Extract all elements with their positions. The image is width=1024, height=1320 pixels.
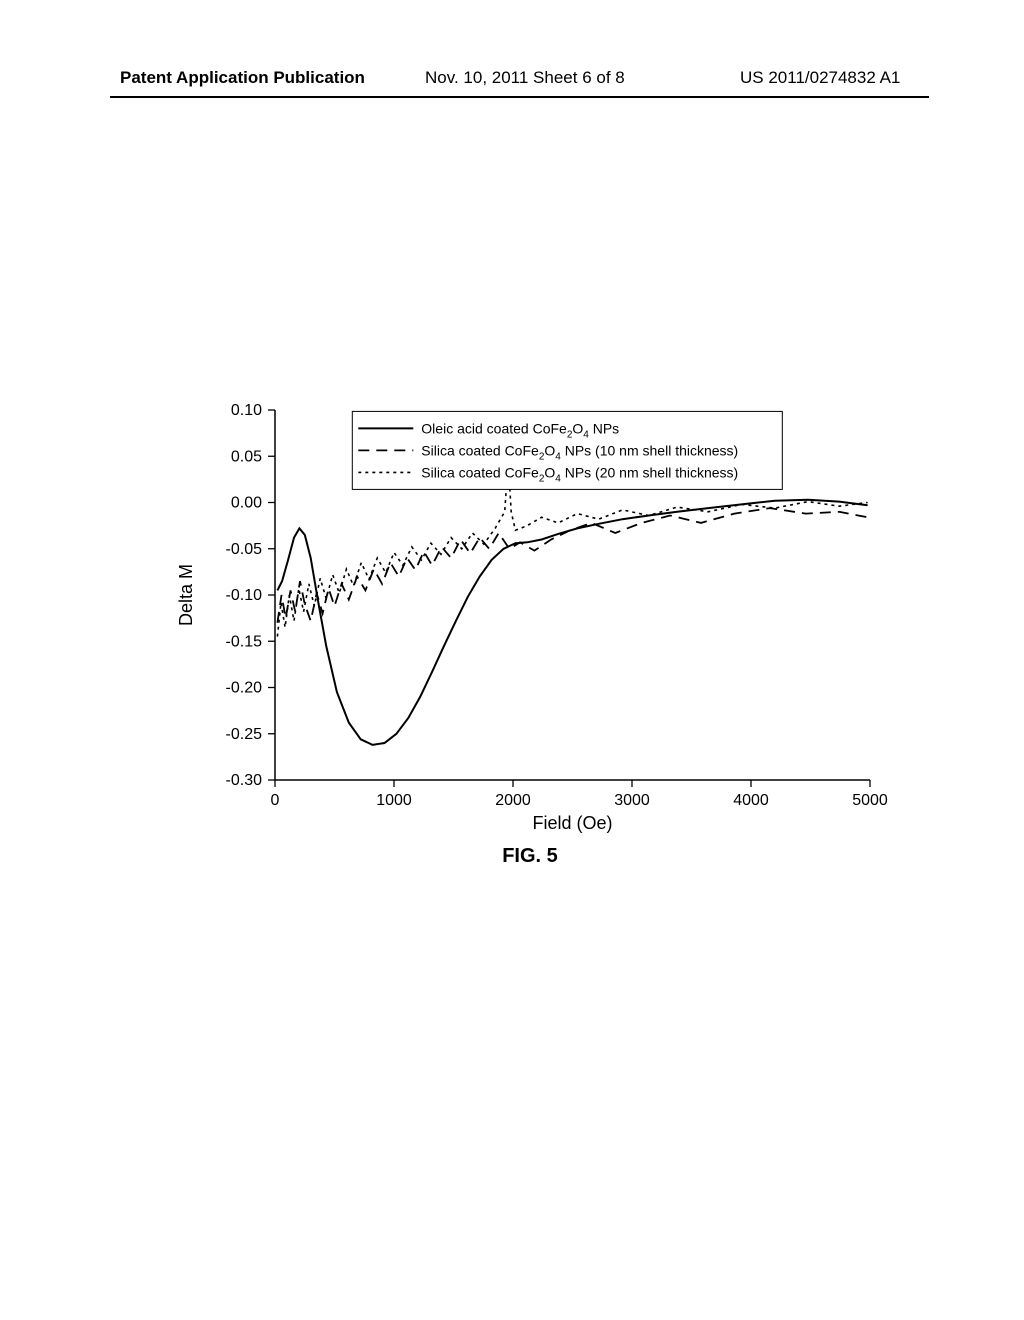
chart-svg: -0.30 -0.25 -0.20 -0.15 -0.10 -0.05 0.00 0.05 0.… xyxy=(170,395,890,835)
svg-text:Field (Oe): Field (Oe) xyxy=(532,813,612,833)
svg-text:-0.15: -0.15 xyxy=(226,633,263,650)
svg-text:-0.05: -0.05 xyxy=(226,541,263,558)
svg-text:-0.25: -0.25 xyxy=(226,726,263,743)
svg-text:0.10: 0.10 xyxy=(231,402,262,419)
svg-text:Delta M: Delta M xyxy=(176,564,196,626)
page-header: Patent Application Publication Nov. 10, … xyxy=(0,68,1024,94)
svg-text:2000: 2000 xyxy=(495,792,531,809)
svg-text:4000: 4000 xyxy=(733,792,769,809)
header-rule xyxy=(110,96,929,98)
svg-text:-0.20: -0.20 xyxy=(226,680,263,697)
delta-m-chart: -0.30 -0.25 -0.20 -0.15 -0.10 -0.05 0.00 0.05 0.… xyxy=(170,395,890,875)
svg-text:5000: 5000 xyxy=(852,792,888,809)
svg-text:3000: 3000 xyxy=(614,792,650,809)
header-left: Patent Application Publication xyxy=(120,68,365,88)
svg-text:-0.30: -0.30 xyxy=(226,772,263,789)
svg-text:1000: 1000 xyxy=(376,792,412,809)
header-center: Nov. 10, 2011 Sheet 6 of 8 xyxy=(425,68,625,88)
header-right: US 2011/0274832 A1 xyxy=(740,68,900,88)
svg-text:0: 0 xyxy=(271,792,280,809)
svg-text:0.00: 0.00 xyxy=(231,495,262,512)
figure-caption: FIG. 5 xyxy=(170,845,890,868)
svg-text:0.05: 0.05 xyxy=(231,448,262,465)
svg-text:-0.10: -0.10 xyxy=(226,587,263,604)
